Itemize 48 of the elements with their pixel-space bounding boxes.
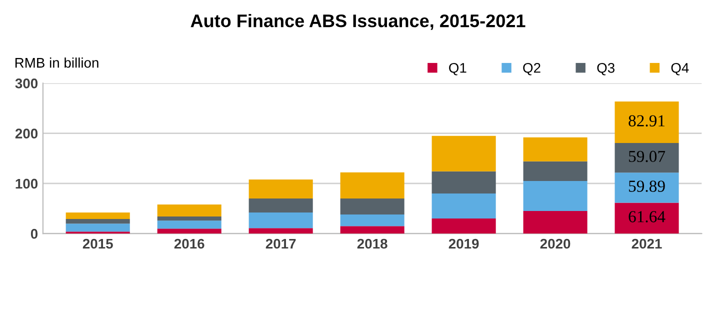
bar — [432, 218, 496, 234]
bar — [340, 214, 404, 226]
y-tick-label: 200 — [15, 128, 38, 139]
y-tick-label: 0 — [30, 228, 38, 239]
bar — [157, 220, 222, 229]
bar — [248, 212, 313, 228]
bar — [248, 179, 313, 199]
legend-label: Q2 — [523, 62, 540, 76]
bar — [66, 219, 130, 224]
bar — [157, 228, 222, 234]
x-tick-label: 2019 — [448, 238, 479, 249]
bar — [157, 216, 222, 221]
data-label: 61.64 — [628, 211, 666, 222]
legend-label: Q3 — [597, 62, 614, 76]
bar — [340, 198, 404, 215]
legend-label: Q4 — [671, 62, 689, 76]
bar — [523, 161, 588, 181]
bar — [523, 137, 588, 162]
y-tick-label: 100 — [16, 178, 38, 189]
y-tick-label: 300 — [15, 78, 38, 88]
x-tick-label: 2018 — [357, 238, 388, 249]
x-tick-label: 2015 — [82, 238, 113, 249]
bar — [614, 143, 679, 173]
chart-title: Auto Finance ABS Issuance, 2015-2021 — [190, 14, 526, 30]
bar — [614, 202, 679, 234]
x-tick-label: 2016 — [174, 238, 204, 249]
x-tick-label: 2020 — [540, 238, 570, 249]
bar — [432, 171, 496, 194]
x-tick-label: 2017 — [266, 238, 296, 249]
data-label: 59.89 — [629, 180, 665, 192]
bar — [432, 193, 496, 219]
x-tick-label: 2021 — [632, 238, 662, 249]
bar — [340, 172, 404, 199]
bar — [157, 204, 222, 217]
bar — [248, 198, 313, 213]
bar — [66, 224, 130, 232]
y-axis-title: RMB in billion — [15, 58, 98, 68]
bar — [66, 212, 130, 220]
data-label: 82.91 — [628, 115, 665, 127]
bar — [340, 226, 404, 234]
data-label: 59.07 — [629, 150, 666, 162]
bar — [523, 211, 588, 234]
bar — [248, 228, 313, 234]
legend-label: Q1 — [449, 62, 466, 76]
bar — [614, 172, 679, 203]
bar — [614, 101, 679, 144]
bar — [523, 180, 588, 212]
bar — [432, 136, 496, 172]
